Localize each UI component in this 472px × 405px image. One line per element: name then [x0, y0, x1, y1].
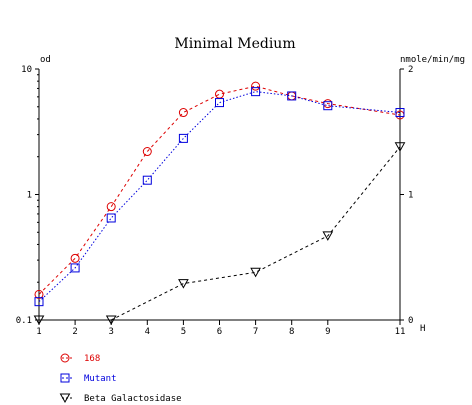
- x-tick-label: 7: [253, 327, 258, 337]
- x-tick-label: 2: [72, 327, 77, 337]
- series-line: [39, 147, 400, 320]
- legend-label: Mutant: [84, 374, 117, 384]
- series-layer: [35, 82, 405, 324]
- data-point: [179, 109, 187, 117]
- left-tick-label: 1: [27, 191, 32, 201]
- x-tick-label: 5: [181, 327, 186, 337]
- legend: 168 Mutant Beta Galactosidase: [61, 354, 182, 404]
- right-tick-label: 2: [408, 65, 413, 75]
- x-tick-label: 1: [36, 327, 41, 337]
- data-point: [71, 254, 79, 262]
- left-axis-label: od: [40, 55, 51, 65]
- legend-item: Beta Galactosidase: [61, 394, 182, 404]
- legend-marker: [61, 394, 70, 402]
- left-tick-label: 0.1: [16, 316, 32, 326]
- data-point: [143, 148, 151, 156]
- series-0: [35, 82, 404, 298]
- right-tick-label: 1: [408, 191, 413, 201]
- right-axis-label: nmole/min/mg: [400, 55, 465, 65]
- x-axis-label: H: [420, 324, 425, 334]
- data-point: [143, 176, 151, 184]
- legend-item: Mutant: [61, 374, 117, 384]
- legend-label: Beta Galactosidase: [84, 394, 182, 404]
- x-tick-label: 4: [145, 327, 150, 337]
- x-tick-label: 6: [217, 327, 222, 337]
- x-tick-label: 3: [108, 327, 113, 337]
- legend-label: 168: [84, 354, 100, 364]
- series-line: [39, 92, 400, 302]
- data-point: [216, 99, 224, 107]
- legend-item: 168: [61, 354, 100, 364]
- data-point: [216, 90, 224, 98]
- x-tick-label: 11: [395, 327, 406, 337]
- series-2: [35, 143, 405, 324]
- left-tick-label: 10: [21, 65, 32, 75]
- right-tick-label: 0: [408, 316, 413, 326]
- data-point: [107, 214, 115, 222]
- data-point: [252, 82, 260, 90]
- axis-ticks: 1 2 3 4 5 6 7 8 9 11 0.1 1 10 0 1 2: [16, 65, 414, 337]
- series-1: [35, 88, 404, 306]
- data-point: [324, 102, 332, 110]
- x-tick-label: 8: [289, 327, 294, 337]
- chart-title: Minimal Medium: [174, 36, 295, 52]
- x-tick-label: 9: [325, 327, 330, 337]
- series-line: [39, 86, 400, 294]
